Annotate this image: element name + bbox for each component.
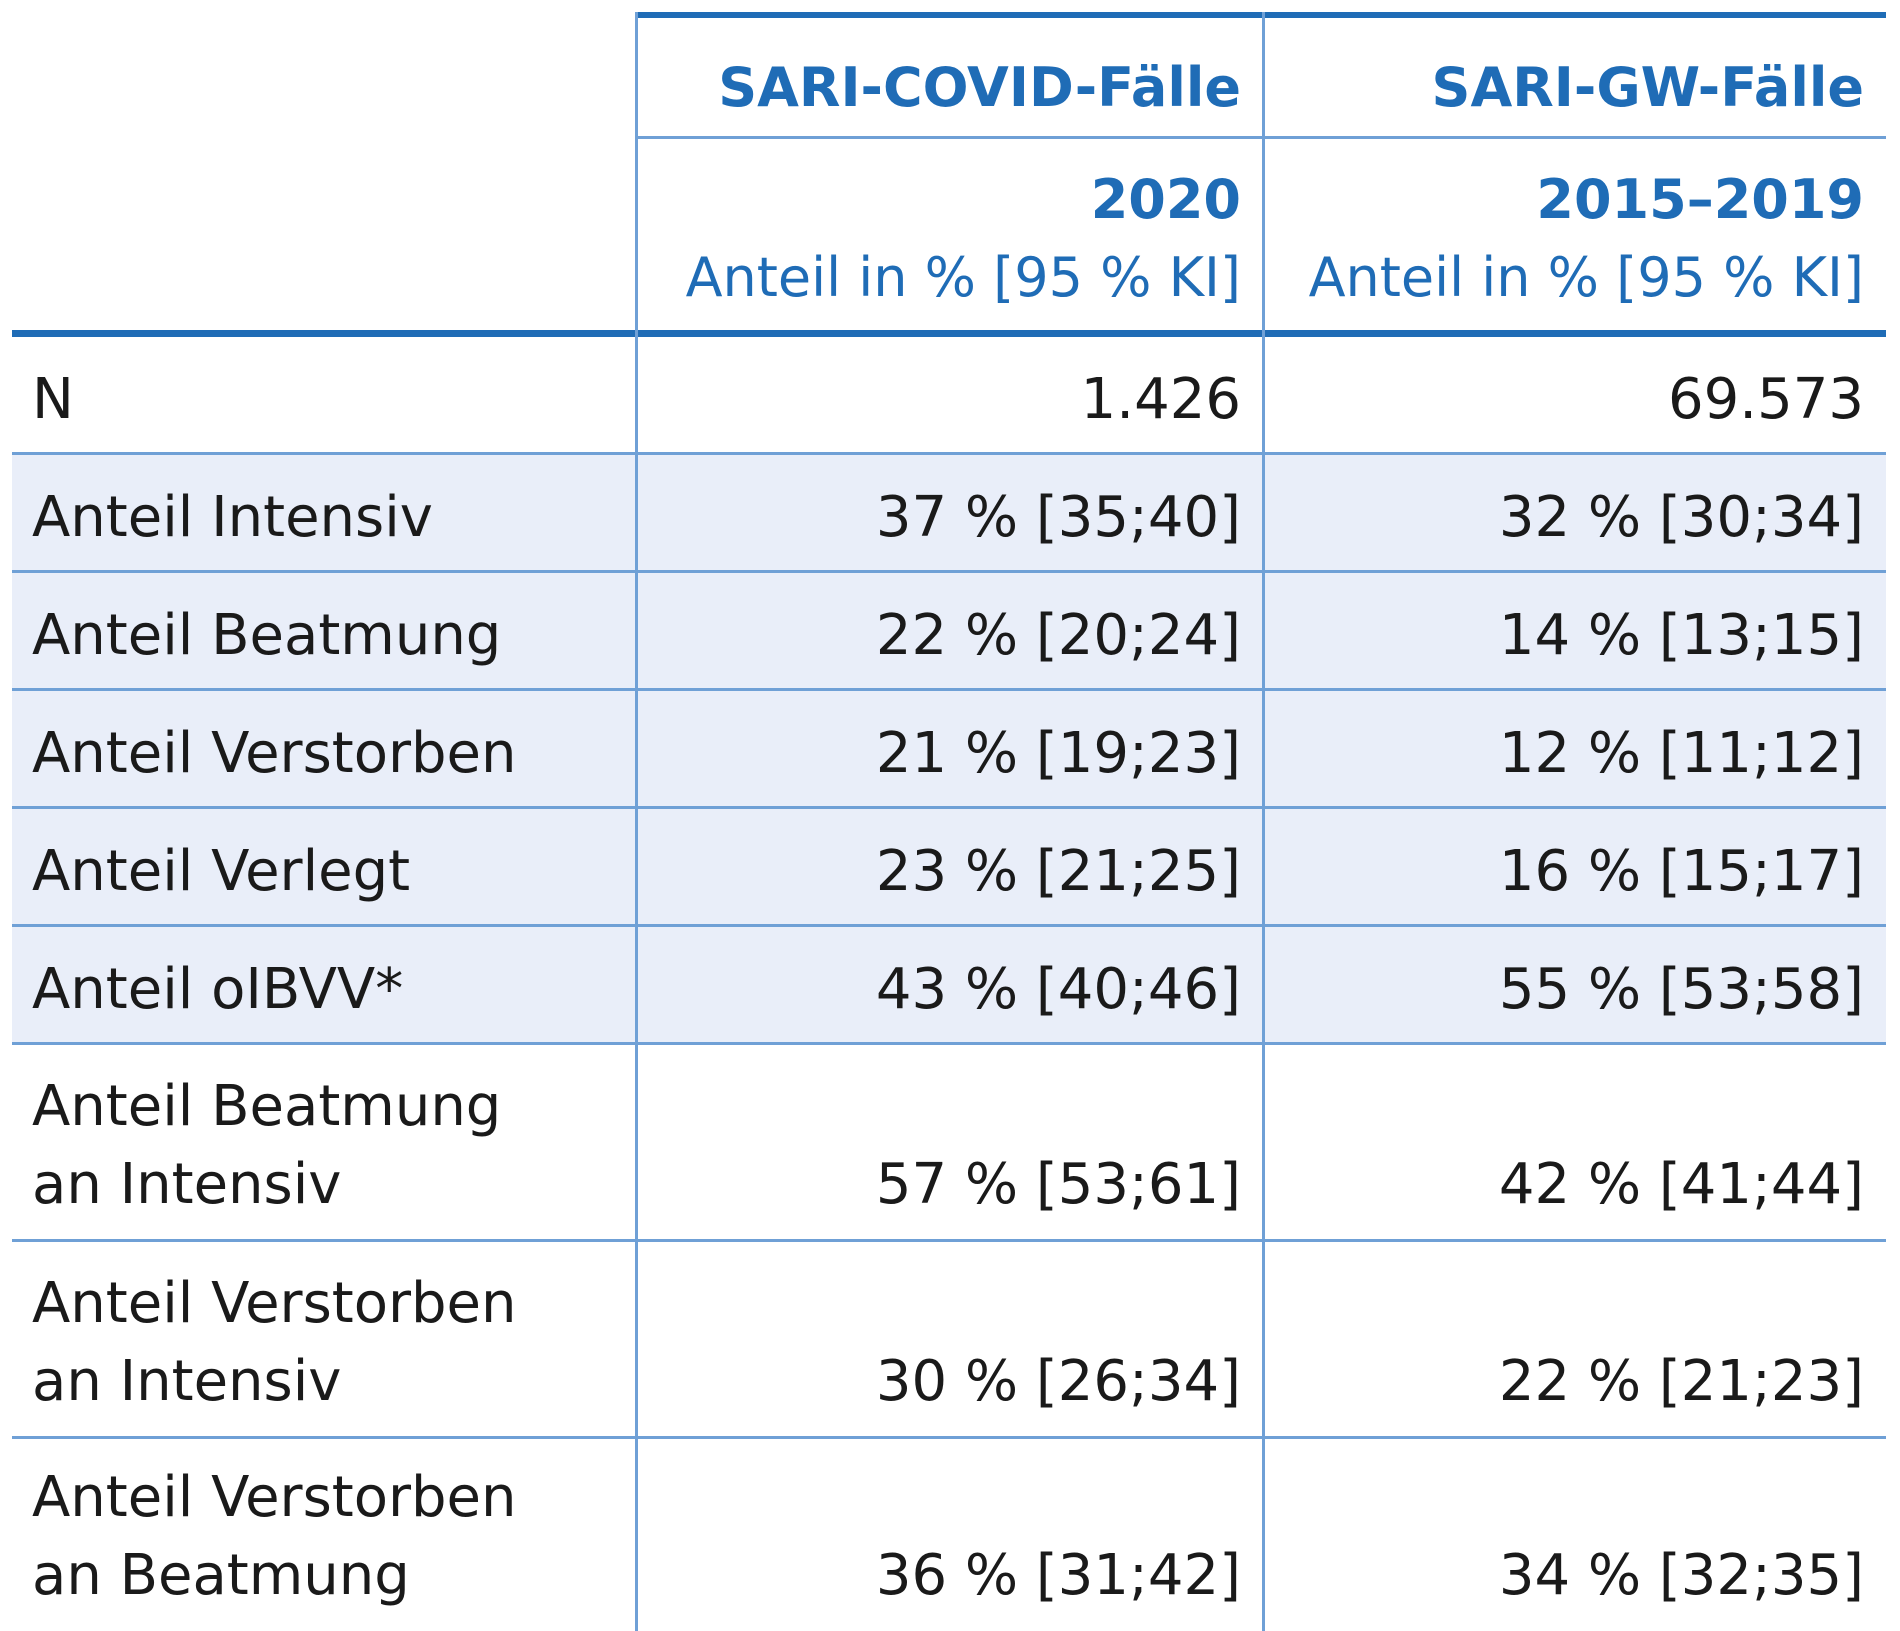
col1-year: 2020 <box>1090 168 1241 231</box>
row-separator <box>12 806 1886 809</box>
col2-share: Anteil in % [95 % KI] <box>1308 246 1864 309</box>
row-separator <box>12 1239 1886 1242</box>
value-text: 16 % [15;17] <box>1498 839 1864 904</box>
row-value-gw: 12 % [11;12] <box>1263 691 1886 809</box>
value-text: 69.573 <box>1668 367 1864 432</box>
row-label: Anteil Beatmung an Intensiv <box>32 1045 622 1242</box>
row-label-line2: an Intensiv <box>32 1349 342 1414</box>
value-text: 14 % [13;15] <box>1498 603 1864 668</box>
row-value-covid: 23 % [21;25] <box>636 809 1263 927</box>
value-text: 42 % [41;44] <box>1498 1152 1864 1217</box>
value-text: 32 % [30;34] <box>1498 485 1864 550</box>
row-value-gw: 14 % [13;15] <box>1263 573 1886 691</box>
row-separator <box>12 1436 1886 1439</box>
value-text: 37 % [35;40] <box>875 485 1241 550</box>
header-divider <box>636 136 1886 139</box>
row-value-covid: 1.426 <box>636 337 1263 455</box>
value-text: 22 % [21;23] <box>1498 1349 1864 1414</box>
row-label: Anteil Verstorben an Beatmung <box>32 1439 622 1631</box>
row-value-gw: 32 % [30;34] <box>1263 455 1886 573</box>
value-text: 12 % [11;12] <box>1498 721 1864 786</box>
row-label-line1: Anteil Beatmung <box>32 603 502 668</box>
col2-year: 2015–2019 <box>1536 168 1864 231</box>
value-text: 36 % [31;42] <box>875 1543 1241 1608</box>
table-row: Anteil Beatmung 22 % [20;24] 14 % [13;15… <box>12 573 1886 691</box>
col1-share: Anteil in % [95 % KI] <box>685 246 1241 309</box>
row-value-gw: 16 % [15;17] <box>1263 809 1886 927</box>
value-text: 30 % [26;34] <box>875 1349 1241 1414</box>
row-separator <box>12 924 1886 927</box>
column-divider <box>635 12 638 1631</box>
row-label: Anteil Verstorben <box>32 691 622 809</box>
row-label: Anteil Verlegt <box>32 809 622 927</box>
value-text: 57 % [53;61] <box>875 1152 1241 1217</box>
table-row: Anteil Verstorben 21 % [19;23] 12 % [11;… <box>12 691 1886 809</box>
column-divider <box>1262 12 1265 1631</box>
row-value-covid: 30 % [26;34] <box>636 1242 1263 1439</box>
row-label: Anteil Beatmung <box>32 573 622 691</box>
table-row: Anteil Intensiv 37 % [35;40] 32 % [30;34… <box>12 455 1886 573</box>
row-label-line1: Anteil oIBVV* <box>32 957 404 1022</box>
row-separator <box>12 1042 1886 1045</box>
col2-subheader: 2015–2019 Anteil in % [95 % KI] <box>1263 139 1886 330</box>
row-value-covid: 21 % [19;23] <box>636 691 1263 809</box>
table-row: Anteil Verstorben an Beatmung 36 % [31;4… <box>12 1439 1886 1631</box>
row-label-line1: Anteil Verstorben <box>32 721 517 786</box>
value-text: 55 % [53;58] <box>1498 957 1864 1022</box>
table-row: Anteil oIBVV* 43 % [40;46] 55 % [53;58] <box>12 927 1886 1045</box>
row-label-line1: Anteil Verstorben <box>32 1465 517 1530</box>
row-value-covid: 37 % [35;40] <box>636 455 1263 573</box>
row-label-line1: Anteil Verlegt <box>32 839 411 904</box>
row-label-line2: an Intensiv <box>32 1152 342 1217</box>
row-value-gw: 55 % [53;58] <box>1263 927 1886 1045</box>
row-separator <box>12 688 1886 691</box>
value-text: 43 % [40;46] <box>875 957 1241 1022</box>
table-header: SARI-COVID-Fälle SARI-GW-Fälle 2020 Ante… <box>12 18 1886 330</box>
table-row: Anteil Verlegt 23 % [21;25] 16 % [15;17] <box>12 809 1886 927</box>
row-value-covid: 57 % [53;61] <box>636 1045 1263 1242</box>
row-label-line1: Anteil Verstorben <box>32 1271 517 1336</box>
row-label-line2: an Beatmung <box>32 1543 410 1608</box>
row-value-gw: 22 % [21;23] <box>1263 1242 1886 1439</box>
row-value-covid: 22 % [20;24] <box>636 573 1263 691</box>
table-row: Anteil Verstorben an Intensiv 30 % [26;3… <box>12 1242 1886 1439</box>
row-label: Anteil Verstorben an Intensiv <box>32 1242 622 1439</box>
row-value-gw: 69.573 <box>1263 337 1886 455</box>
row-label-line1: Anteil Intensiv <box>32 485 433 550</box>
row-label-line1: N <box>32 367 74 432</box>
table-row: N 1.426 69.573 <box>12 337 1886 455</box>
value-text: 1.426 <box>1080 367 1241 432</box>
row-value-gw: 42 % [41;44] <box>1263 1045 1886 1242</box>
row-label: Anteil Intensiv <box>32 455 622 573</box>
col1-title: SARI-COVID-Fälle <box>718 56 1241 119</box>
row-label-line1: Anteil Beatmung <box>32 1074 502 1139</box>
value-text: 23 % [21;25] <box>875 839 1241 904</box>
row-separator <box>12 570 1886 573</box>
row-separator <box>12 452 1886 455</box>
top-rule <box>636 12 1886 18</box>
row-value-covid: 43 % [40;46] <box>636 927 1263 1045</box>
col1-subheader: 2020 Anteil in % [95 % KI] <box>636 139 1263 330</box>
value-text: 34 % [32;35] <box>1498 1543 1864 1608</box>
header-bottom-rule <box>12 330 1886 337</box>
col2-title: SARI-GW-Fälle <box>1431 56 1864 119</box>
row-value-covid: 36 % [31;42] <box>636 1439 1263 1631</box>
table-row: Anteil Beatmung an Intensiv 57 % [53;61]… <box>12 1045 1886 1242</box>
value-text: 22 % [20;24] <box>875 603 1241 668</box>
value-text: 21 % [19;23] <box>875 721 1241 786</box>
row-label: N <box>32 337 622 455</box>
row-label: Anteil oIBVV* <box>32 927 622 1045</box>
row-value-gw: 34 % [32;35] <box>1263 1439 1886 1631</box>
